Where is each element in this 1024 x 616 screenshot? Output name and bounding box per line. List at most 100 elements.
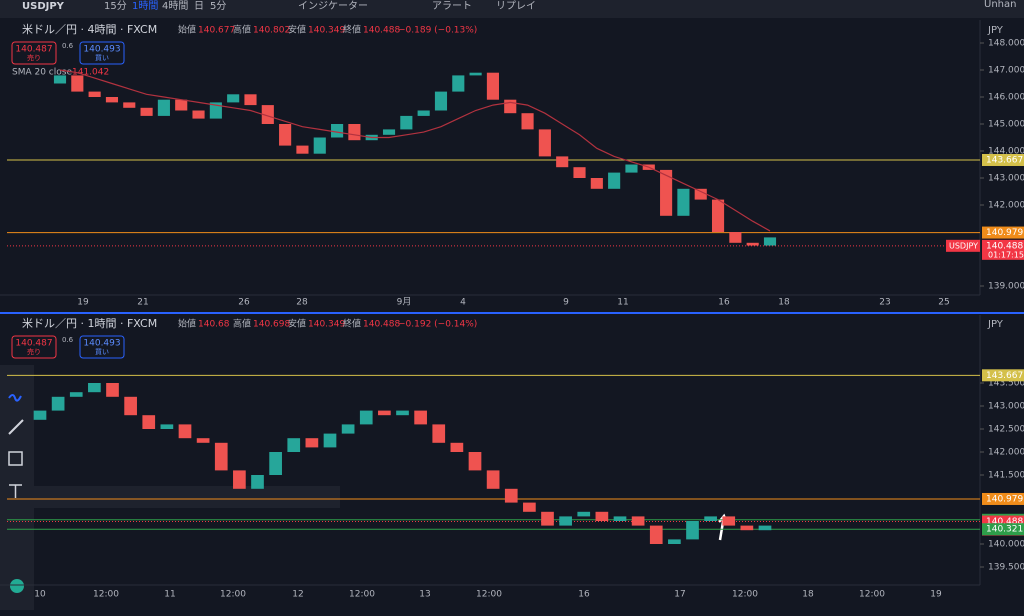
candle (382, 129, 396, 135)
ohlc-value: 140.802 (253, 26, 290, 36)
symbol[interactable]: USDJPY (22, 1, 65, 12)
candle (157, 99, 170, 116)
ohlc-value: 140.698 (253, 320, 290, 330)
candle (417, 110, 430, 116)
top-toolbar (0, 0, 1024, 18)
level-tag (982, 153, 1024, 166)
panel-title: 米ドル／円 · 1時間 · FXCM (22, 317, 157, 330)
x-tick-label: 12:00 (93, 590, 119, 600)
candle (313, 137, 326, 154)
candle (625, 164, 638, 173)
y-tick-label: 143.000 (988, 402, 1024, 412)
candle (432, 424, 446, 443)
symbol-tag (946, 239, 980, 252)
x-tick-label: 21 (137, 298, 148, 308)
candle (541, 511, 554, 526)
candle (452, 75, 465, 92)
tool-brush[interactable] (8, 394, 22, 402)
x-tick-label: 10 (34, 590, 46, 600)
y-tick-label: 146.000 (988, 93, 1024, 103)
buy-button[interactable] (79, 41, 125, 65)
x-tick-label: 19 (930, 590, 942, 600)
candle (124, 396, 137, 416)
tool-play[interactable] (10, 579, 24, 593)
interval[interactable]: 5分 (210, 0, 226, 12)
ohlc-label: 安値 (288, 318, 306, 330)
indicators-button[interactable]: インジケーター (298, 0, 368, 12)
candle (763, 237, 777, 246)
tool-line[interactable] (8, 419, 24, 435)
candle (504, 99, 517, 114)
level-price: 140.979 (986, 494, 1023, 504)
x-tick-label: 12:00 (220, 590, 246, 600)
sell-button[interactable] (11, 41, 57, 65)
alerts-button[interactable]: アラート (432, 0, 472, 12)
y-tick-label: 143.000 (988, 174, 1024, 184)
level-price: 143.667 (986, 371, 1023, 381)
tool-rect[interactable] (8, 451, 23, 466)
y-tick-label: 147.000 (988, 66, 1024, 76)
candle (69, 392, 83, 397)
candle (105, 97, 119, 103)
x-tick-label: 16 (718, 298, 730, 308)
replay-button[interactable]: リプレイ (496, 0, 536, 12)
x-tick-label: 18 (802, 590, 814, 600)
candle (686, 521, 699, 540)
interval[interactable]: 4時間 (162, 0, 188, 12)
buy-label: 買い (95, 54, 109, 62)
y-tick-label: 142.000 (988, 201, 1024, 211)
tool-strip (34, 486, 340, 508)
buy-price: 140.493 (83, 45, 120, 55)
candle (694, 188, 707, 200)
candle (434, 91, 448, 111)
candle (51, 396, 65, 411)
x-tick-label: 9月 (397, 297, 412, 308)
candle (577, 511, 591, 517)
y-tick-label: 145.000 (988, 120, 1024, 130)
candle (214, 442, 228, 471)
y-tick-label: 144.000 (988, 147, 1024, 157)
change: −0.189 (−0.13%) (398, 26, 477, 36)
candle (523, 502, 536, 512)
account[interactable]: Unhan (984, 0, 1016, 10)
level-price: 140.488 (986, 517, 1023, 527)
candle (649, 525, 663, 544)
candle (746, 242, 759, 246)
candle (414, 410, 427, 425)
interval[interactable]: 1時間 (132, 0, 158, 12)
y-tick-label: 139.500 (988, 563, 1024, 573)
sma-line (59, 69, 771, 232)
candle (396, 410, 409, 416)
interval[interactable]: 15分 (104, 0, 127, 12)
candle (359, 410, 373, 425)
ohlc-value: 140.488 (363, 26, 400, 36)
buy-price: 140.493 (83, 339, 120, 349)
candle (711, 199, 725, 232)
candle (269, 452, 282, 475)
candle (160, 424, 174, 429)
candle (486, 72, 499, 100)
drawing-toolbar (0, 365, 340, 610)
level-tag (982, 226, 1024, 239)
candle (296, 145, 309, 154)
x-tick-label: 25 (938, 298, 949, 308)
buy-button[interactable] (79, 335, 125, 359)
sell-button[interactable] (11, 335, 57, 359)
candle (287, 438, 301, 452)
candle (88, 383, 101, 393)
candle (251, 475, 264, 489)
interval[interactable]: 日 (194, 1, 204, 12)
panel-title: 米ドル／円 · 4時間 · FXCM (22, 23, 157, 36)
ohlc-value: 140.349 (308, 320, 345, 330)
candle (178, 424, 192, 439)
buy-label: 買い (95, 348, 109, 356)
candle (722, 516, 736, 526)
candle (758, 525, 772, 531)
tool-text[interactable] (9, 484, 22, 498)
ohlc-value: 140.488 (363, 320, 400, 330)
ohlc-value: 140.677 (198, 26, 235, 36)
candle (279, 124, 292, 146)
candle (468, 452, 482, 471)
x-tick-label: 4 (460, 298, 466, 308)
